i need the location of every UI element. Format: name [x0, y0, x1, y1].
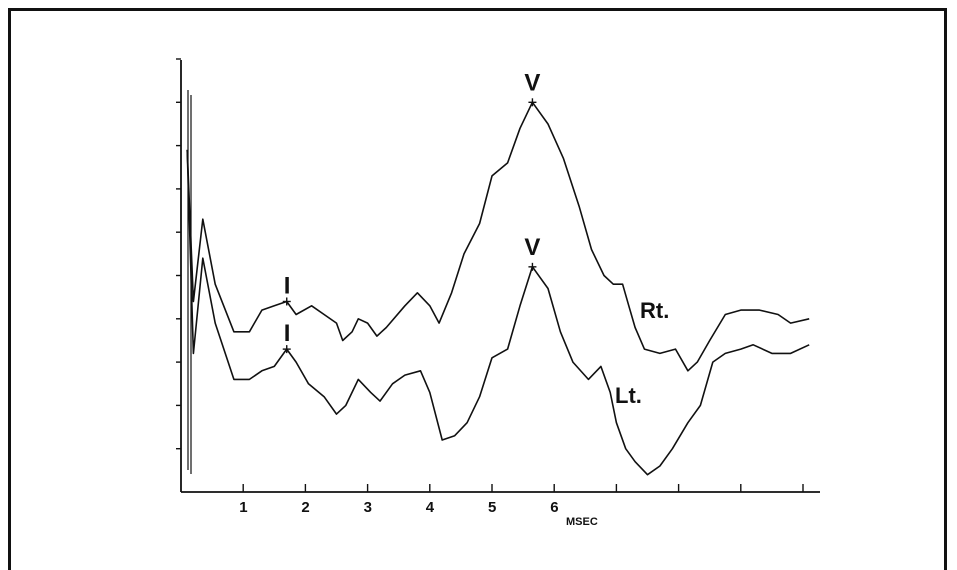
peak-label: V [524, 234, 540, 261]
x-tick-label: 6 [550, 499, 558, 516]
peak-labels: V I V I [282, 69, 540, 354]
x-tick-label: 5 [488, 499, 496, 516]
peak-label: I [284, 320, 291, 347]
x-tick-labels: 1 2 3 4 5 6 [239, 499, 558, 516]
x-tick-label: 2 [301, 499, 309, 516]
x-tick-label: 4 [426, 499, 435, 516]
peak-label: V [524, 69, 540, 96]
peak-label: I [284, 272, 291, 299]
series-label-lt: Lt. [615, 383, 642, 408]
series-label-rt: Rt. [640, 298, 669, 323]
x-ticks [242, 484, 804, 492]
traces [186, 101, 810, 476]
series-line-lt [186, 149, 810, 476]
series-line-rt [186, 101, 810, 372]
x-tick-label: 3 [364, 499, 372, 516]
x-tick-label: 1 [239, 499, 247, 516]
figure-frame [8, 8, 947, 570]
x-axis-label: MSEC [566, 516, 598, 528]
y-ticks [176, 58, 181, 450]
